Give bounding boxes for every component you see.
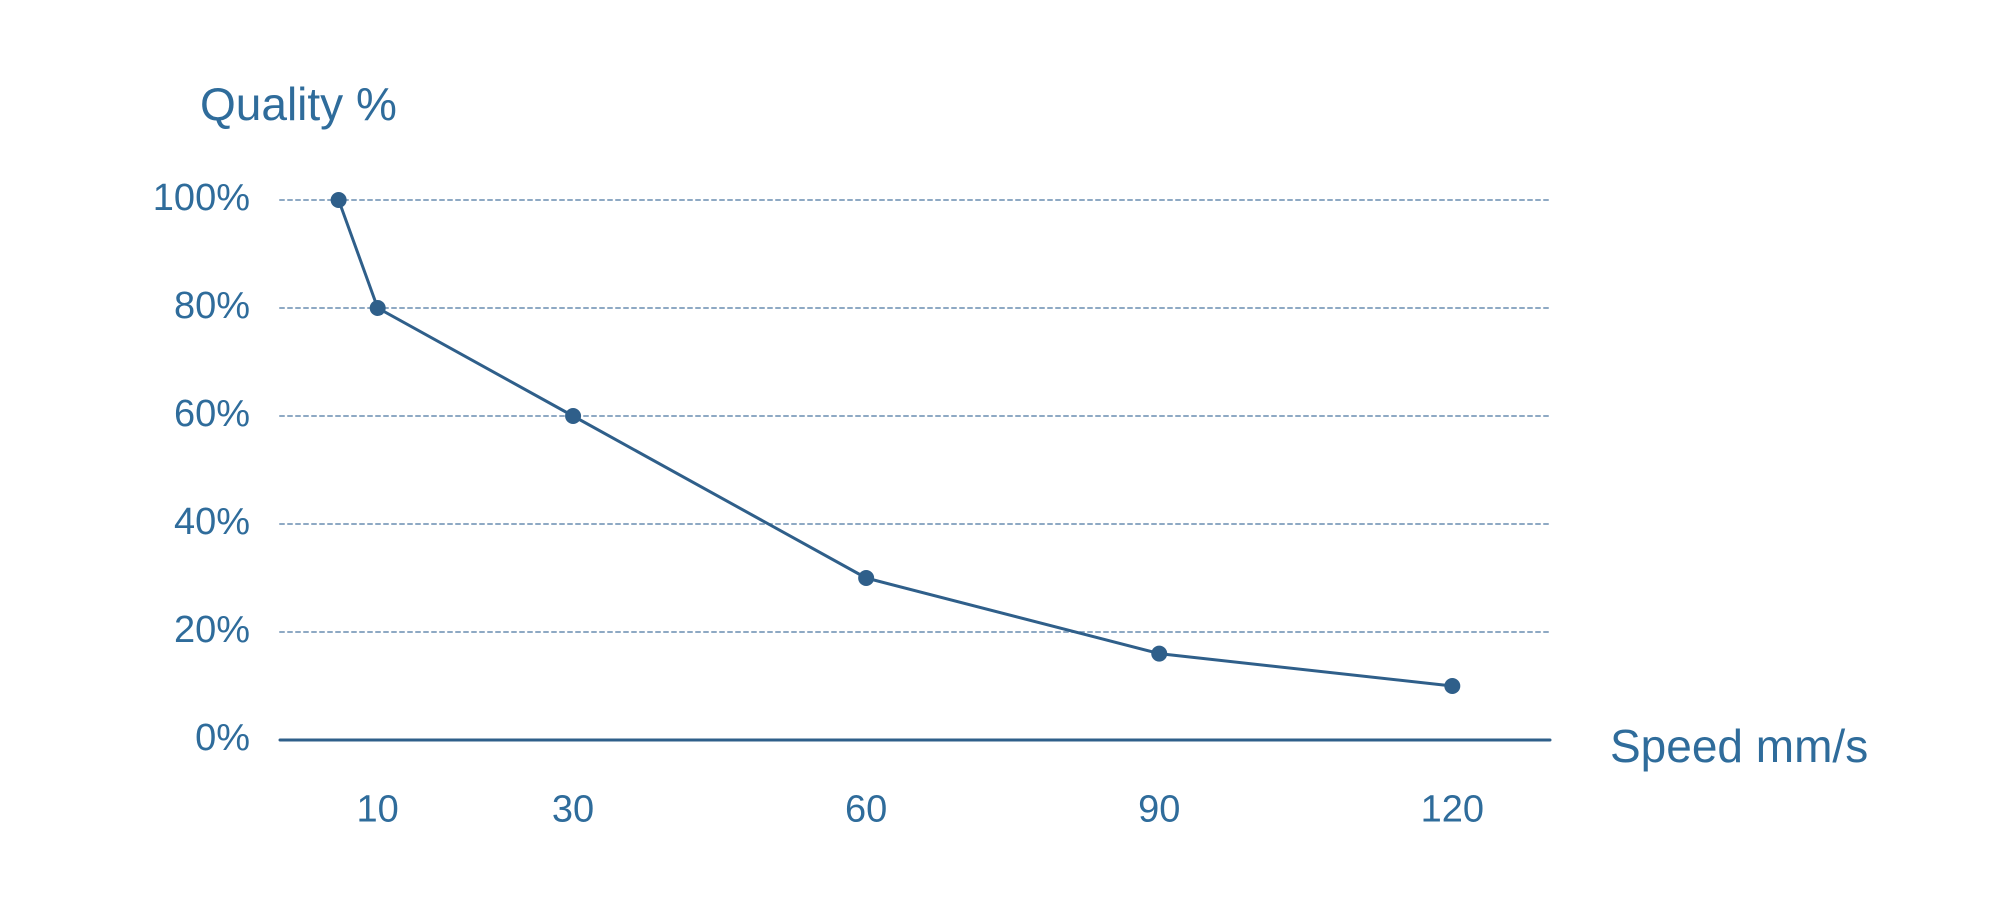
y-tick-label: 20% [174,609,250,651]
y-axis-title: Quality % [200,78,397,130]
y-tick-label: 60% [174,393,250,435]
y-tick-label: 80% [174,285,250,327]
y-tick-label: 0% [195,717,250,759]
x-axis-title: Speed mm/s [1610,720,1868,772]
x-tick-label: 30 [552,788,594,830]
data-point [858,570,874,586]
data-point [370,300,386,316]
chart-container: 0% 20% 40% 60% 80% 100% 10 30 60 90 120 Quality % Sp… [0,0,2000,900]
x-tick-label: 10 [357,788,399,830]
quality-vs-speed-chart: 0% 20% 40% 60% 80% 100% 10 30 60 90 120 Quality % Sp… [0,0,2000,900]
y-tick-label: 100% [153,177,250,219]
y-tick-label: 40% [174,501,250,543]
data-point [565,408,581,424]
data-point [1444,678,1460,694]
x-tick-label: 90 [1138,788,1180,830]
data-point [331,192,347,208]
data-line [339,200,1453,686]
x-tick-label: 120 [1421,788,1484,830]
x-tick-label: 60 [845,788,887,830]
data-point [1151,646,1167,662]
